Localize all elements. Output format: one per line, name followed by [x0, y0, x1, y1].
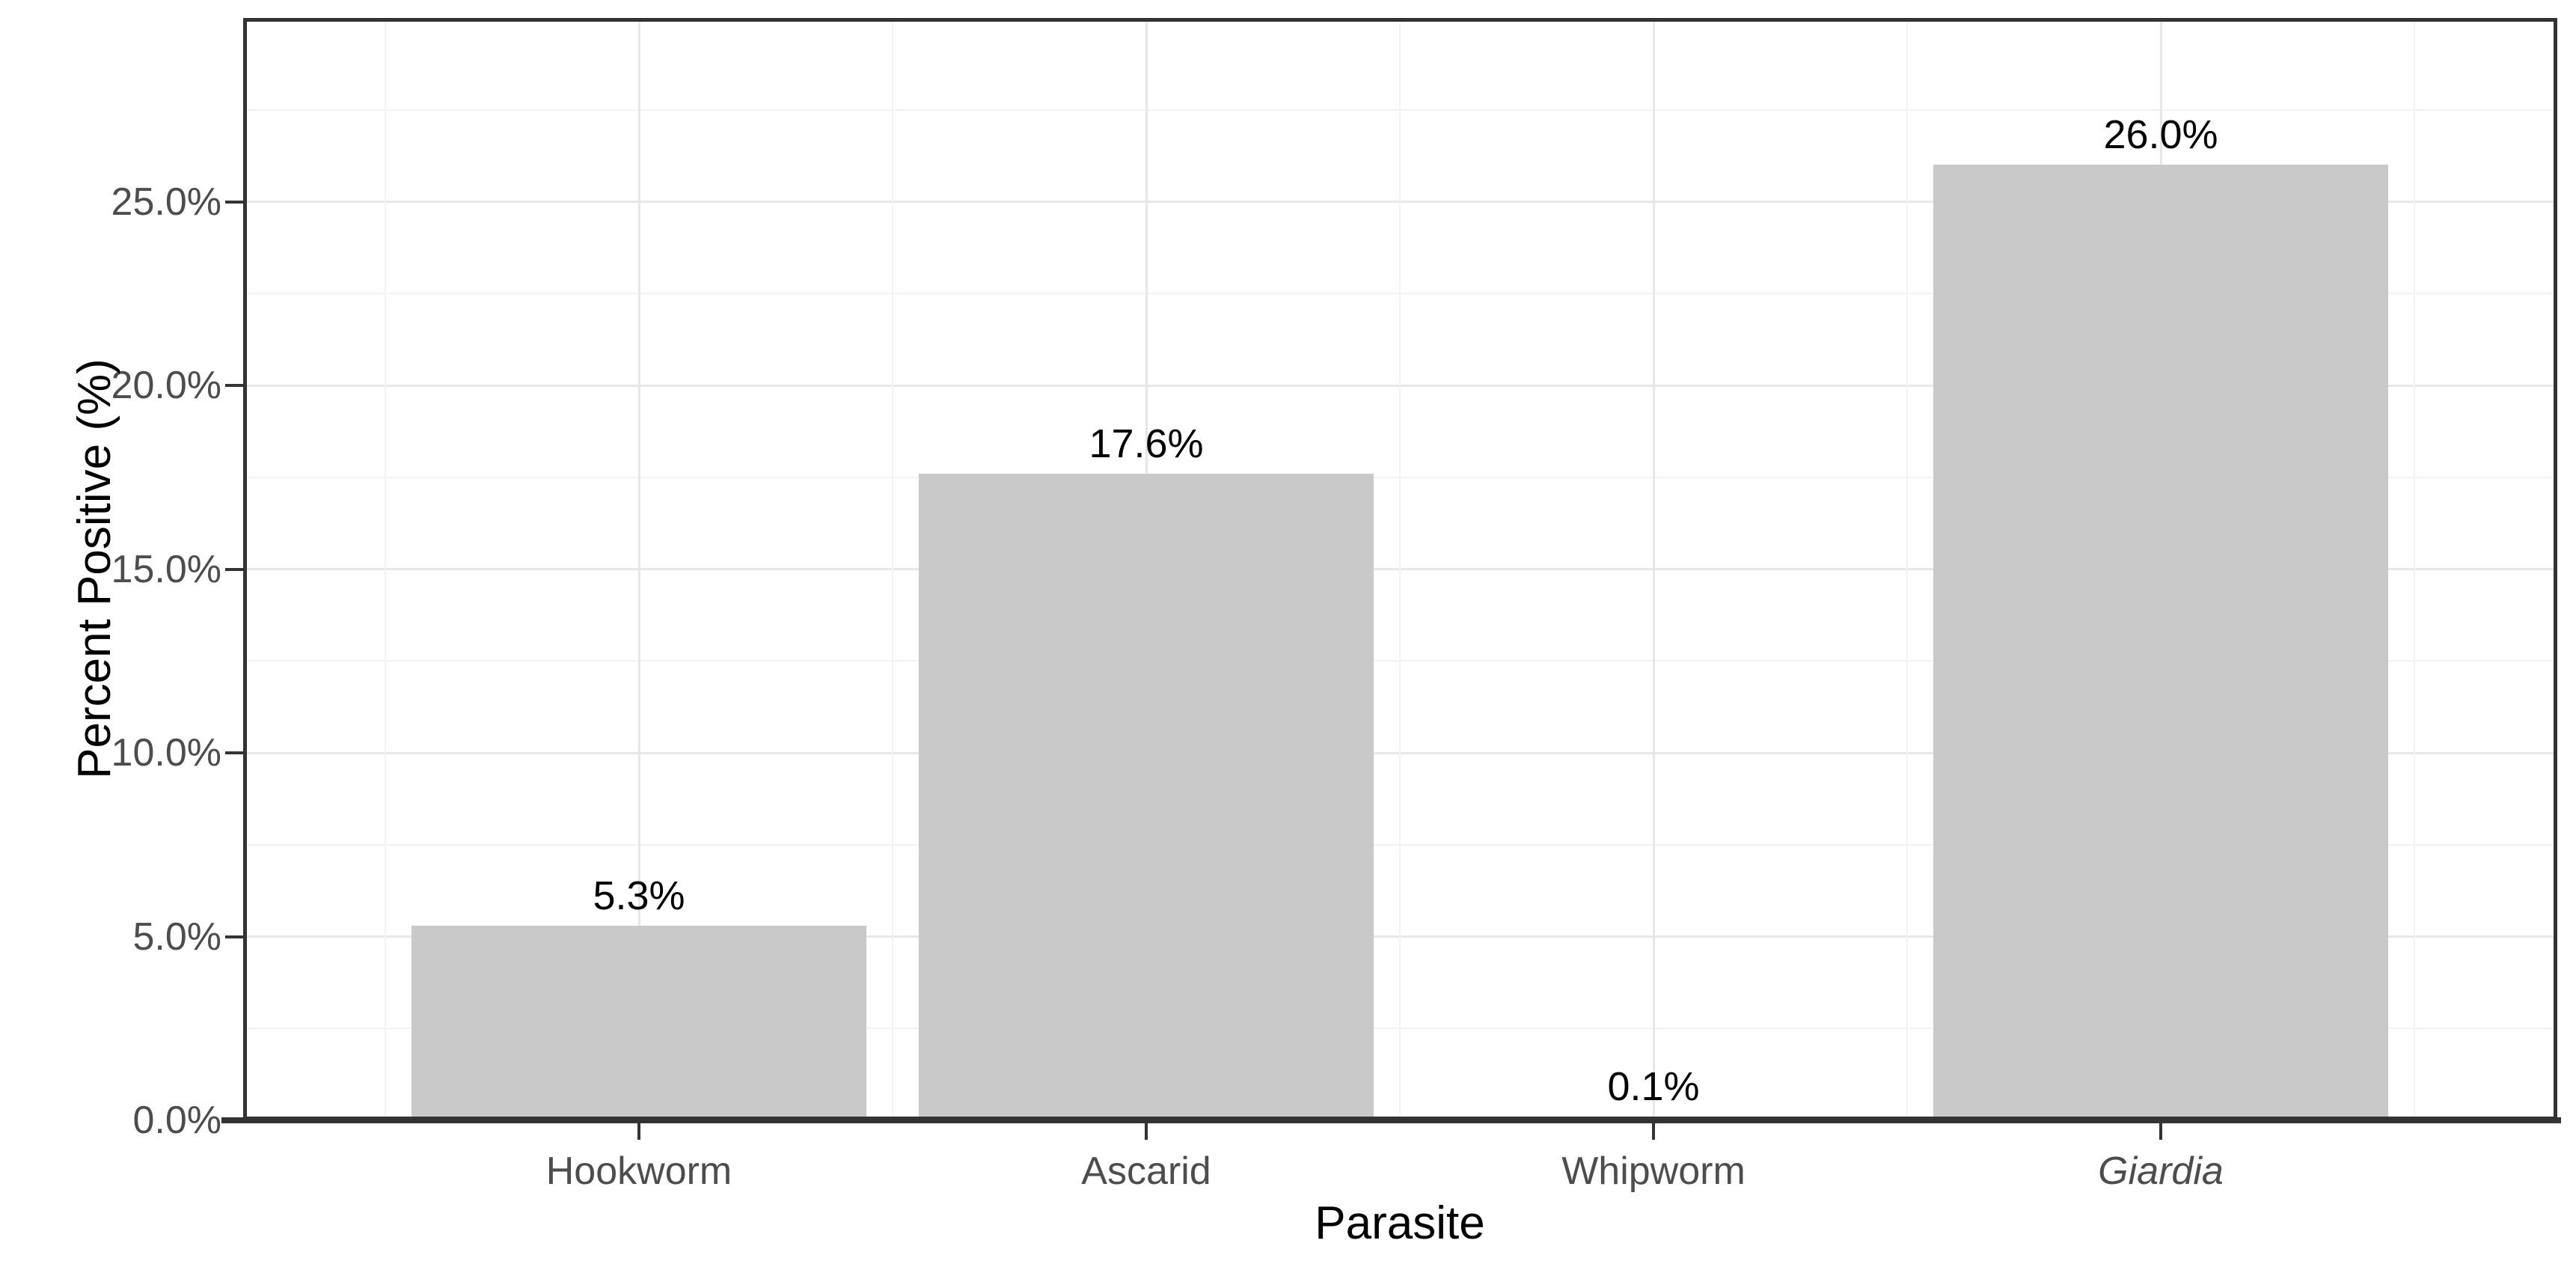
y-tick-mark	[225, 384, 243, 387]
bar-value-label: 0.1%	[1607, 1064, 1700, 1110]
y-tick-mark	[225, 935, 243, 938]
bar-value-label: 5.3%	[593, 873, 685, 918]
x-tick-label-ascarid: Ascarid	[1081, 1149, 1211, 1193]
bar-value-label: 26.0%	[2103, 112, 2218, 158]
y-tick-mark	[225, 751, 243, 754]
bar-giardia	[1933, 165, 2388, 1120]
x-tick-label-hookworm: Hookworm	[545, 1149, 732, 1193]
x-tick-mark	[1652, 1123, 1655, 1140]
bar-hookworm	[412, 925, 866, 1120]
x-tick-mark	[1145, 1123, 1148, 1140]
gridline-minor-vertical	[2414, 18, 2415, 1120]
gridline-major-vertical	[637, 18, 640, 1120]
y-tick-label: 5.0%	[132, 915, 221, 959]
x-tick-label-giardia: Giardia	[2098, 1149, 2224, 1193]
bar-value-label: 17.6%	[1089, 421, 1204, 466]
x-tick-mark	[2159, 1123, 2162, 1140]
gridline-minor-vertical	[892, 18, 893, 1120]
y-tick-label: 25.0%	[111, 180, 221, 224]
x-axis-line	[221, 1117, 2561, 1123]
gridline-major-vertical	[1652, 18, 1655, 1120]
gridline-minor-vertical	[1399, 18, 1401, 1120]
gridline-minor-vertical	[1906, 18, 1908, 1120]
y-tick-mark	[225, 200, 243, 204]
x-tick-mark	[637, 1123, 640, 1140]
y-axis-title: Percent Positive (%)	[69, 358, 120, 779]
x-tick-label-whipworm: Whipworm	[1561, 1149, 1746, 1193]
y-tick-label: 20.0%	[111, 364, 221, 407]
y-tick-mark	[225, 567, 243, 571]
y-tick-label: 10.0%	[111, 731, 221, 775]
x-axis-title: Parasite	[1315, 1197, 1485, 1249]
y-tick-label: 0.0%	[132, 1099, 221, 1142]
gridline-minor-vertical	[385, 18, 386, 1120]
y-tick-label: 15.0%	[111, 547, 221, 591]
plot-panel	[243, 18, 2557, 1120]
bar-ascarid	[919, 473, 1374, 1120]
y-tick-mark	[225, 1119, 243, 1122]
